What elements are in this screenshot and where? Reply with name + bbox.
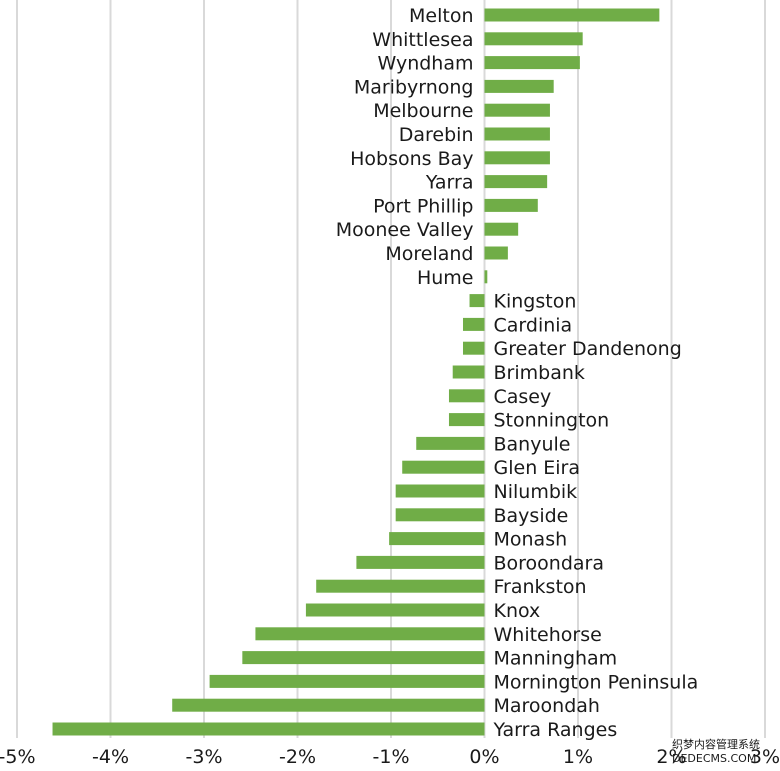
watermark-line-2: DEDECMS.COM [672, 752, 756, 765]
category-label: Maribyrnong [354, 76, 474, 98]
x-axis-tick-labels: -5% -4% -3% -2% -1% 0% 1% 2% 3% [0, 746, 780, 768]
bar [484, 56, 580, 70]
bar [484, 103, 550, 117]
watermark: 织梦内容管理系统 DEDECMS.COM [672, 737, 760, 765]
category-label: Moonee Valley [336, 219, 474, 241]
category-label: Melton [409, 5, 473, 27]
x-tick-label: -1% [373, 746, 410, 768]
bar [209, 674, 485, 688]
bar [389, 532, 485, 546]
bar [395, 484, 485, 498]
bar [484, 127, 550, 141]
category-label: Glen Eira [494, 457, 581, 479]
category-label: Boroondara [494, 552, 605, 574]
x-tick-label: -3% [186, 746, 223, 768]
x-tick-label: -2% [279, 746, 316, 768]
bar [484, 151, 550, 165]
category-label: Whitehorse [494, 624, 602, 646]
category-label: Greater Dandenong [494, 338, 682, 360]
watermark-line-1: 织梦内容管理系统 [672, 737, 760, 751]
bar [469, 294, 485, 308]
bar [242, 651, 485, 665]
category-label: Hobsons Bay [350, 148, 473, 170]
bar [484, 175, 548, 189]
bar [448, 389, 485, 403]
x-tick-label: -5% [0, 746, 36, 768]
bars [52, 8, 660, 736]
category-label: Knox [494, 600, 541, 622]
category-label: Mornington Peninsula [494, 671, 699, 693]
bar [462, 341, 485, 355]
bar [52, 722, 485, 736]
bar [484, 8, 660, 22]
x-tick-label: 1% [563, 746, 593, 768]
category-label: Whittlesea [372, 29, 473, 51]
category-label: Bayside [494, 505, 569, 527]
bar [416, 436, 485, 450]
category-label: Brimbank [494, 362, 585, 384]
bar [448, 413, 485, 427]
category-label: Hume [417, 267, 474, 289]
bar [484, 198, 538, 212]
x-tick-label: 3% [750, 746, 780, 768]
category-label: Yarra [425, 172, 474, 194]
bar [452, 365, 485, 379]
bar [462, 317, 485, 331]
bar [172, 698, 485, 712]
x-tick-label: 0% [469, 746, 499, 768]
bar [316, 579, 485, 593]
category-labels: MeltonWhittleseaWyndhamMaribyrnongMelbou… [336, 5, 699, 741]
bar [356, 555, 485, 569]
category-label: Frankston [494, 576, 587, 598]
category-label: Casey [494, 386, 552, 408]
category-label: Banyule [494, 433, 571, 455]
bar [484, 222, 519, 236]
category-label: Port Phillip [373, 195, 473, 217]
bar [484, 79, 554, 93]
x-tick-label: -4% [92, 746, 129, 768]
category-label: Wyndham [378, 53, 474, 75]
category-label: Manningham [494, 648, 618, 670]
category-label: Moreland [385, 243, 473, 265]
category-label: Yarra Ranges [493, 719, 618, 741]
category-label: Maroondah [494, 695, 600, 717]
category-label: Nilumbik [494, 481, 578, 503]
bar [484, 270, 488, 284]
bar [395, 508, 485, 522]
category-label: Darebin [399, 124, 474, 146]
category-label: Kingston [494, 291, 577, 313]
bar [255, 627, 485, 641]
x-tick-label: 2% [656, 746, 686, 768]
category-label: Melbourne [373, 100, 473, 122]
bar [305, 603, 485, 617]
bar [484, 32, 583, 46]
bar [484, 246, 508, 260]
bar [402, 460, 485, 474]
category-label: Cardinia [494, 314, 573, 336]
category-label: Monash [494, 529, 568, 551]
category-label: Stonnington [494, 410, 610, 432]
